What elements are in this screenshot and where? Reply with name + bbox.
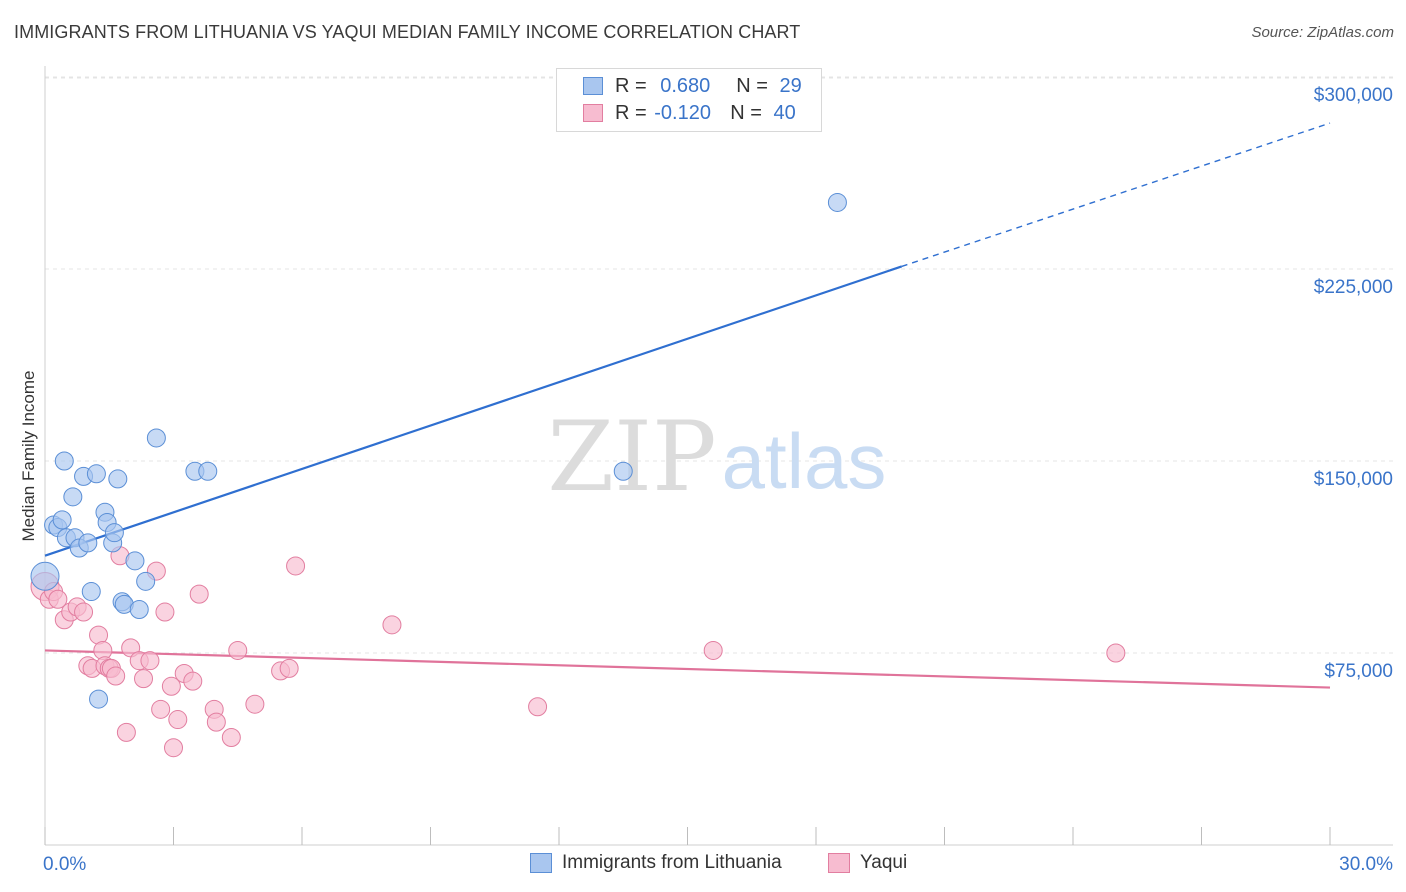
legend-row-yaqui: R = -0.120 N = 40 bbox=[583, 101, 796, 125]
data-point-yaqui bbox=[1106, 643, 1126, 663]
y-axis-label: Median Family Income bbox=[19, 370, 38, 541]
data-point-lithuania bbox=[108, 469, 128, 489]
bottom-legend-swatch-yaqui bbox=[828, 853, 850, 873]
data-point-lithuania bbox=[81, 582, 101, 602]
grid-lines bbox=[45, 76, 1393, 654]
data-point-lithuania bbox=[198, 461, 218, 481]
trend-lines bbox=[44, 122, 1331, 689]
legend-n-label: N = bbox=[730, 101, 762, 124]
trend-line-yaqui bbox=[44, 649, 1331, 689]
data-point-lithuania bbox=[54, 451, 74, 471]
data-point-yaqui bbox=[48, 589, 68, 609]
trend-line-extension bbox=[901, 122, 1331, 268]
data-point-yaqui bbox=[228, 640, 248, 660]
y-tick-labels: $75,000 $150,000 $225,000 $300,000 bbox=[1314, 85, 1393, 682]
bottom-legend-swatch-lithuania bbox=[530, 853, 552, 873]
data-point-yaqui bbox=[74, 602, 94, 622]
data-point-yaqui bbox=[245, 694, 265, 714]
data-point-yaqui bbox=[382, 615, 402, 635]
data-point-lithuania bbox=[78, 533, 98, 553]
watermark-atlas: atlas bbox=[722, 417, 887, 505]
watermark-zip: ZIP bbox=[547, 401, 716, 513]
legend-row-lithuania: R = 0.680 N = 29 bbox=[583, 74, 802, 98]
x-tick-label: 30.0% bbox=[1339, 854, 1393, 875]
data-point-lithuania bbox=[63, 487, 83, 507]
data-point-lithuania bbox=[86, 464, 106, 484]
data-point-lithuania bbox=[136, 571, 156, 591]
y-tick-label: $75,000 bbox=[1324, 661, 1393, 682]
data-point-yaqui bbox=[140, 651, 160, 671]
chart-title: IMMIGRANTS FROM LITHUANIA VS YAQUI MEDIA… bbox=[14, 22, 801, 42]
legend-n-value: 29 bbox=[779, 74, 802, 97]
data-point-yaqui bbox=[189, 584, 209, 604]
data-point-yaqui bbox=[528, 697, 548, 717]
data-point-lithuania bbox=[89, 689, 109, 709]
x-tick-labels: 0.0% 30.0% bbox=[43, 854, 1393, 875]
data-point-yaqui bbox=[286, 556, 306, 576]
data-point-lithuania bbox=[52, 510, 72, 530]
data-point-yaqui bbox=[168, 710, 188, 730]
data-point-yaqui bbox=[183, 671, 203, 691]
bottom-legend-label-yaqui: Yaqui bbox=[860, 852, 908, 873]
data-point-yaqui bbox=[161, 676, 181, 696]
bottom-legend-yaqui: Yaqui bbox=[828, 852, 907, 874]
bottom-legend-lithuania: Immigrants from Lithuania bbox=[530, 852, 782, 874]
data-point-lithuania bbox=[104, 523, 124, 543]
data-point-lithuania bbox=[125, 551, 145, 571]
watermark: ZIP atlas bbox=[547, 401, 886, 513]
x-tick-label: 0.0% bbox=[43, 854, 86, 875]
data-point-yaqui bbox=[703, 640, 723, 660]
data-point-yaqui bbox=[106, 666, 126, 686]
legend-r-value: -0.120 bbox=[654, 101, 711, 124]
legend-r-value: 0.680 bbox=[660, 74, 711, 97]
data-point-lithuania bbox=[613, 461, 633, 481]
legend-n-label: N = bbox=[736, 74, 768, 97]
y-tick-label: $225,000 bbox=[1314, 277, 1393, 298]
data-point-yaqui bbox=[206, 712, 226, 732]
trend-line-lithuania bbox=[44, 265, 903, 557]
data-point-yaqui bbox=[155, 602, 175, 622]
y-tick-label: $150,000 bbox=[1314, 469, 1393, 490]
y-tick-label: $300,000 bbox=[1314, 85, 1393, 106]
legend-r-label: R = bbox=[615, 101, 647, 124]
bottom-legend-label-lithuania: Immigrants from Lithuania bbox=[562, 852, 782, 873]
legend-swatch-lithuania bbox=[583, 77, 603, 95]
data-point-lithuania bbox=[129, 599, 149, 619]
data-point-yaqui bbox=[164, 738, 183, 758]
legend-swatch-yaqui bbox=[583, 104, 603, 122]
data-points bbox=[30, 192, 1126, 758]
axes bbox=[44, 66, 1393, 846]
legend-r-label: R = bbox=[615, 74, 647, 97]
data-point-yaqui bbox=[116, 722, 136, 742]
data-point-lithuania bbox=[146, 428, 166, 448]
data-point-yaqui bbox=[279, 658, 299, 678]
data-point-lithuania bbox=[827, 192, 847, 212]
legend-n-value: 40 bbox=[773, 101, 796, 124]
source-label: Source: ZipAtlas.com bbox=[1251, 24, 1394, 41]
data-point-yaqui bbox=[221, 727, 241, 747]
legend: R = 0.680 N = 29 R = -0.120 N = 40 bbox=[556, 68, 822, 132]
data-point-lithuania bbox=[30, 561, 60, 591]
data-point-yaqui bbox=[151, 699, 171, 719]
data-point-yaqui bbox=[134, 669, 154, 689]
